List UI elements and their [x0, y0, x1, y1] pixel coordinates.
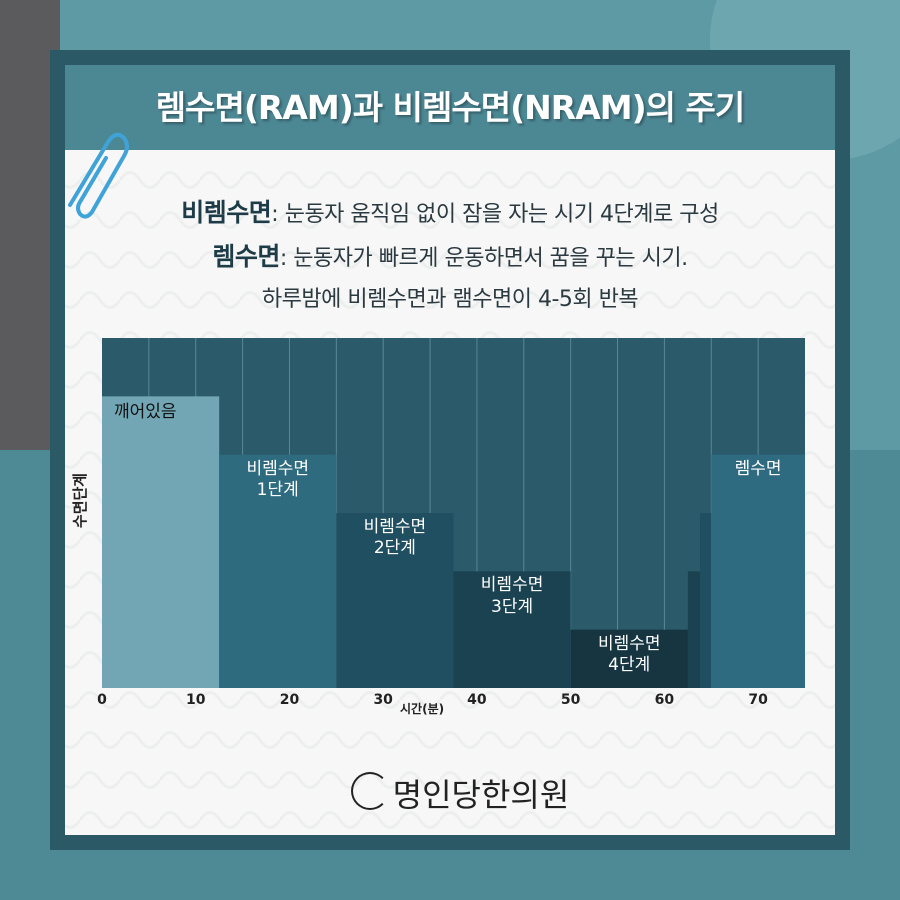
x-tick-label: 10 — [185, 692, 206, 708]
bar-label: 비렘수면 1단계 — [246, 458, 310, 500]
bar — [219, 454, 337, 688]
bar-label: 깨어있음 — [114, 402, 177, 423]
logo: 명인당한의원 — [300, 770, 620, 816]
description-line: 렘수면: 눈동자가 빠르게 운동하면서 꿈을 꾸는 시기. — [65, 237, 835, 273]
bar — [687, 571, 701, 688]
bar — [102, 396, 220, 688]
y-axis-label: 수면단계 — [71, 472, 90, 529]
bar-label: 비렘수면 4단계 — [597, 633, 661, 675]
title: 렘수면(RAM)과 비렘수면(NRAM)의 주기 — [155, 88, 745, 127]
bar-label: 비렘수면 2단계 — [363, 517, 427, 559]
description-line: 비렘수면: 눈동자 움직임 없이 잠을 자는 시기 4단계로 구성 — [65, 193, 835, 229]
logo-text: 명인당한의원 — [392, 776, 570, 814]
x-tick-label: 30 — [373, 692, 393, 708]
description-text: 하루밤에 비렘수면과 램수면이 4-5회 반복 — [261, 287, 639, 312]
description-term: 비렘수면 — [181, 198, 272, 227]
x-tick-label: 50 — [560, 692, 581, 708]
bar — [711, 454, 805, 688]
description-term: 렘수면 — [212, 242, 280, 271]
x-tick-label: 0 — [97, 692, 107, 708]
x-tick-label: 40 — [467, 692, 487, 708]
x-tick-label: 60 — [654, 692, 675, 708]
description-text: : 눈동자 움직임 없이 잠을 자는 시기 4단계로 구성 — [271, 202, 719, 227]
bar — [336, 513, 454, 688]
bar-label: 렘수면 — [734, 458, 782, 479]
x-tick-label: 70 — [748, 692, 768, 708]
description-text: : 눈동자가 빠르게 운동하면서 꿈을 꾸는 시기. — [279, 246, 688, 271]
bar-label: 비렘수면 3단계 — [480, 575, 544, 617]
logo-icon — [350, 772, 389, 810]
bar — [700, 513, 712, 688]
description-line: 하루밤에 비렘수면과 램수면이 4-5회 반복 — [65, 281, 835, 313]
bar — [453, 571, 571, 688]
bar — [570, 629, 688, 688]
x-axis-label: 시간(분) — [400, 702, 445, 716]
x-tick-label: 20 — [279, 692, 300, 708]
